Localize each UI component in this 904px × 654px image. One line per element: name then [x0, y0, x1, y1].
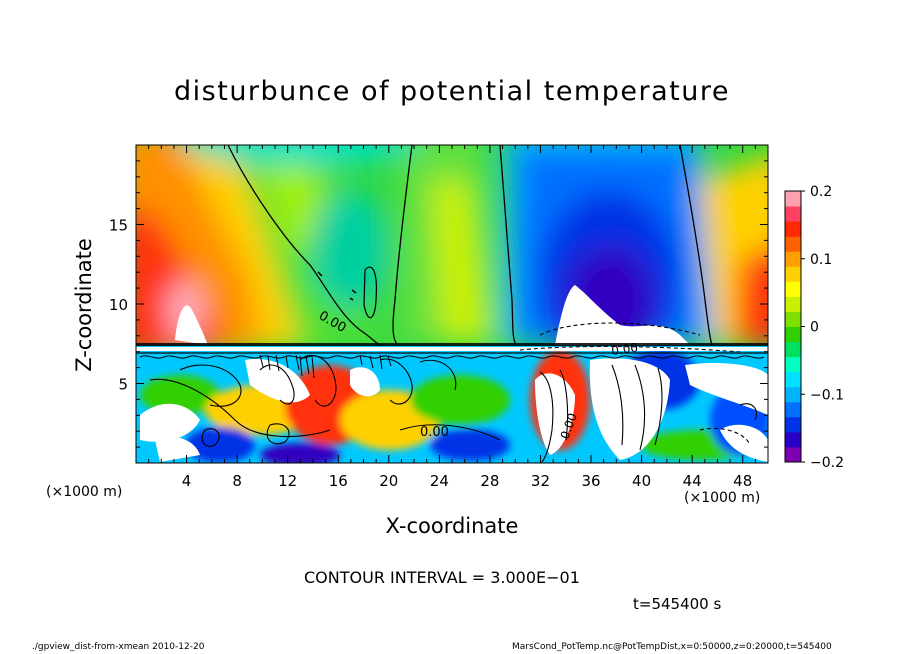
- colorbar-segment: [785, 371, 801, 388]
- colorbar-tick-label: 0.2: [810, 184, 832, 200]
- colorbar-segment: [785, 296, 801, 312]
- colorbar: 0.2 0.1 0 −0.1 −0.2: [784, 184, 844, 471]
- x-tick-label: 8: [232, 472, 242, 490]
- x-unit-left: (×1000 m): [46, 484, 123, 500]
- x-tick-label: 12: [278, 472, 297, 490]
- colorbar-segment: [785, 341, 801, 358]
- colorbar-segment: [785, 386, 801, 403]
- colorbar-segment: [785, 446, 801, 463]
- colorbar-segment: [785, 416, 801, 433]
- x-tick-label: 36: [581, 472, 600, 490]
- x-tick-label: 24: [430, 472, 449, 490]
- footer-left: ./gpview_dist-from-xmean 2010-12-20: [32, 642, 205, 652]
- colorbar-segment: [785, 356, 801, 373]
- contour-label: 0.00: [610, 340, 638, 358]
- x-tick-label: 48: [733, 472, 752, 490]
- x-tick-label: 44: [683, 472, 702, 490]
- y-tick-label: 15: [109, 217, 128, 235]
- footer-right: MarsCond_PotTemp.nc@PotTempDist,x=0:5000…: [512, 642, 832, 652]
- y-tick-label: 10: [109, 296, 128, 314]
- colorbar-tick-label: −0.2: [810, 455, 844, 471]
- colorbar-segment: [785, 236, 801, 252]
- x-tick-label: 4: [182, 472, 192, 490]
- colorbar-segment: [785, 311, 801, 327]
- x-axis-label: X-coordinate: [385, 514, 519, 538]
- colorbar-segment: [785, 281, 801, 297]
- colorbar-tick-label: −0.1: [810, 387, 844, 403]
- time-label: t=545400 s: [633, 595, 722, 613]
- x-unit-right: (×1000 m): [684, 490, 761, 506]
- contour-label: 0.00: [420, 425, 449, 440]
- x-tick-label: 32: [531, 472, 550, 490]
- x-tick-label: 20: [379, 472, 398, 490]
- colorbar-segment: [785, 191, 801, 207]
- colorbar-segment: [785, 221, 801, 237]
- colorbar-segment: [785, 401, 801, 418]
- y-tick-label: 5: [118, 376, 128, 394]
- colorbar-segment: [785, 326, 801, 343]
- colorbar-tick-label: 0: [810, 320, 819, 336]
- x-axis-ticks: 4 8 12 16 20 24 28 32 36 40 44 48: [148, 145, 756, 490]
- colorbar-segment: [785, 251, 801, 267]
- heatmap-field: [136, 145, 768, 463]
- colorbar-segment: [785, 431, 801, 448]
- colorbar-segment: [785, 266, 801, 282]
- contour-interval: CONTOUR INTERVAL = 3.000E−01: [304, 568, 580, 587]
- y-axis-ticks: 5 10 15: [109, 160, 768, 448]
- chart-title: disturbunce of potential temperature: [174, 76, 730, 107]
- colorbar-segment: [785, 206, 801, 222]
- x-tick-label: 28: [480, 472, 499, 490]
- x-tick-label: 16: [329, 472, 348, 490]
- x-tick-label: 40: [632, 472, 651, 490]
- colorbar-tick-label: 0.1: [810, 252, 832, 268]
